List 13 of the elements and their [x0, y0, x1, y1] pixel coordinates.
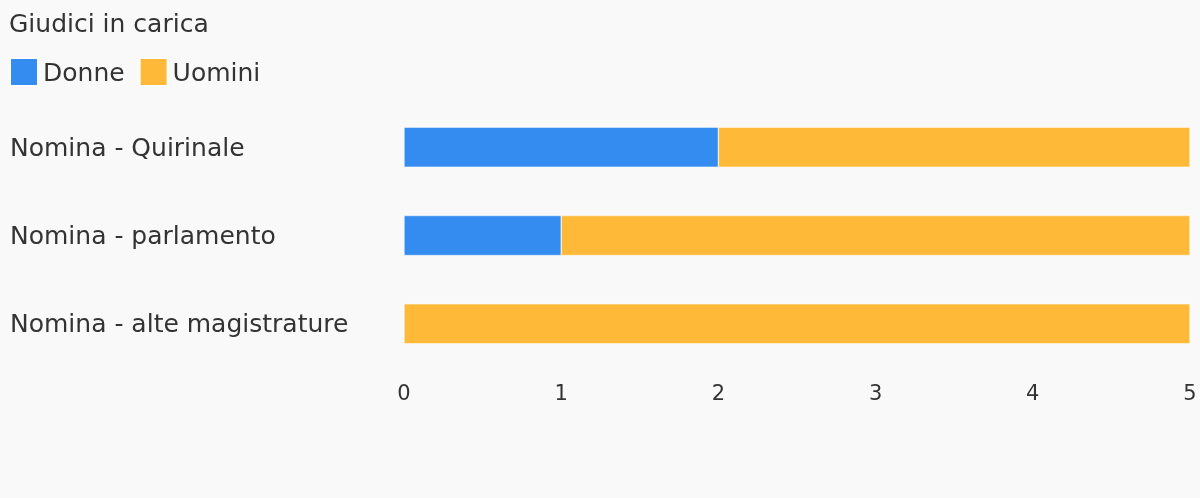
text: Giudici in carica — [9, 9, 209, 38]
y-tick-label: Nomina - Quirinale — [10, 132, 245, 162]
x-tick-label: 1 — [554, 380, 568, 405]
y-tick-label: Nomina - alte magistrature — [10, 309, 349, 339]
legend-label: Uomini — [172, 57, 261, 87]
x-tick-label: 5 — [1183, 380, 1197, 405]
x-tick-label: 2 — [711, 380, 726, 405]
x-tick-label: 3 — [868, 380, 883, 405]
x-tick-label: 4 — [1026, 380, 1040, 405]
legend-label: Donne — [43, 57, 125, 87]
x-tick-label: 0 — [397, 380, 411, 405]
y-tick-label: Nomina - parlamento — [10, 221, 276, 250]
bar — [404, 303, 1190, 344]
